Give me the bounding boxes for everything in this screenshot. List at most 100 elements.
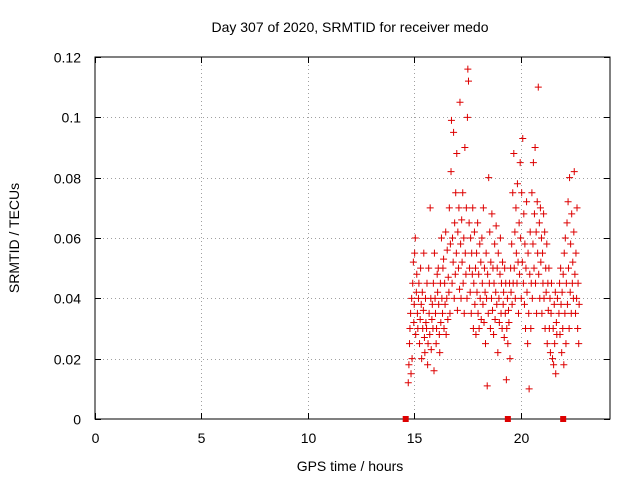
data-point bbox=[525, 385, 533, 393]
data-point bbox=[551, 340, 559, 348]
data-point bbox=[410, 318, 418, 326]
data-point bbox=[547, 279, 555, 287]
data-point bbox=[532, 228, 540, 236]
data-point bbox=[499, 300, 507, 308]
plot-frame bbox=[94, 56, 611, 420]
data-point bbox=[556, 279, 564, 287]
data-point bbox=[431, 309, 439, 317]
data-point bbox=[432, 340, 440, 348]
data-point bbox=[551, 288, 559, 296]
data-point bbox=[536, 204, 544, 212]
y-tick-label: 0.1 bbox=[62, 110, 82, 126]
data-point bbox=[512, 204, 520, 212]
data-point bbox=[441, 300, 449, 308]
data-point bbox=[524, 340, 532, 348]
data-point bbox=[565, 325, 573, 332]
data-point bbox=[523, 198, 531, 206]
data-point bbox=[496, 270, 504, 278]
data-point bbox=[557, 264, 565, 272]
data-point bbox=[503, 294, 511, 302]
data-point bbox=[444, 273, 452, 281]
data-point bbox=[425, 309, 433, 317]
data-point bbox=[423, 325, 431, 332]
y-tick-label: 0.04 bbox=[54, 291, 81, 307]
y-axis-label: SRMTID / TECUs bbox=[6, 183, 22, 293]
data-point bbox=[454, 264, 462, 272]
data-point bbox=[480, 318, 488, 326]
data-point bbox=[446, 240, 454, 248]
data-point bbox=[530, 210, 538, 218]
data-point bbox=[470, 228, 478, 236]
data-point bbox=[492, 222, 500, 230]
data-point bbox=[425, 264, 433, 272]
data-point bbox=[499, 258, 507, 266]
data-point bbox=[537, 234, 545, 242]
data-point bbox=[418, 355, 426, 363]
data-point bbox=[480, 264, 488, 272]
y-tick-label: 0.02 bbox=[54, 352, 81, 368]
data-point bbox=[508, 240, 516, 248]
data-point bbox=[442, 331, 450, 339]
data-point bbox=[463, 294, 471, 302]
data-point bbox=[447, 116, 455, 124]
data-point bbox=[528, 294, 536, 302]
data-point bbox=[527, 325, 535, 332]
data-point bbox=[523, 288, 531, 296]
data-point bbox=[510, 150, 518, 158]
data-point bbox=[483, 382, 491, 390]
data-point bbox=[461, 249, 469, 257]
data-point bbox=[560, 361, 568, 369]
data-point bbox=[408, 355, 416, 363]
data-point bbox=[546, 349, 554, 357]
data-point bbox=[461, 144, 469, 151]
data-point bbox=[476, 240, 484, 248]
data-point bbox=[508, 300, 516, 308]
data-point bbox=[424, 340, 432, 348]
x-tick-label: 20 bbox=[514, 430, 530, 446]
x-tick-labels: 0 5 10 15 20 bbox=[92, 430, 530, 446]
data-point bbox=[562, 340, 570, 348]
data-point bbox=[475, 325, 483, 332]
data-point bbox=[518, 258, 526, 266]
data-point bbox=[449, 234, 457, 242]
data-point bbox=[409, 258, 417, 266]
data-point bbox=[500, 288, 508, 296]
data-point bbox=[561, 309, 569, 317]
data-point bbox=[495, 294, 503, 302]
data-point bbox=[440, 255, 448, 263]
zero-markers bbox=[402, 416, 567, 422]
data-point bbox=[482, 340, 490, 348]
data-point bbox=[430, 249, 438, 257]
data-point bbox=[479, 300, 487, 308]
data-point bbox=[552, 370, 560, 378]
data-point bbox=[494, 249, 502, 257]
x-tick-label: 5 bbox=[198, 430, 206, 446]
data-point bbox=[428, 300, 436, 308]
data-point bbox=[448, 279, 456, 287]
data-point bbox=[460, 234, 468, 242]
data-point bbox=[564, 198, 572, 206]
data-point bbox=[571, 270, 579, 278]
data-point bbox=[563, 300, 571, 308]
data-point bbox=[570, 168, 578, 176]
data-point bbox=[505, 318, 513, 326]
y-tick-label: 0.08 bbox=[54, 171, 81, 187]
data-point bbox=[466, 264, 474, 272]
data-point bbox=[462, 204, 470, 212]
y-tick-label: 0.06 bbox=[54, 231, 81, 247]
data-point bbox=[407, 370, 415, 378]
data-point bbox=[481, 288, 489, 296]
data-point bbox=[506, 355, 514, 363]
data-point bbox=[468, 270, 476, 278]
data-point bbox=[502, 376, 510, 384]
data-point bbox=[559, 270, 567, 278]
data-point bbox=[491, 240, 499, 248]
data-point bbox=[559, 325, 567, 332]
data-point bbox=[492, 288, 500, 296]
x-tick-label: 15 bbox=[407, 430, 423, 446]
data-point bbox=[414, 294, 422, 302]
grid bbox=[95, 57, 610, 419]
data-point bbox=[540, 210, 548, 218]
data-point bbox=[529, 159, 537, 167]
